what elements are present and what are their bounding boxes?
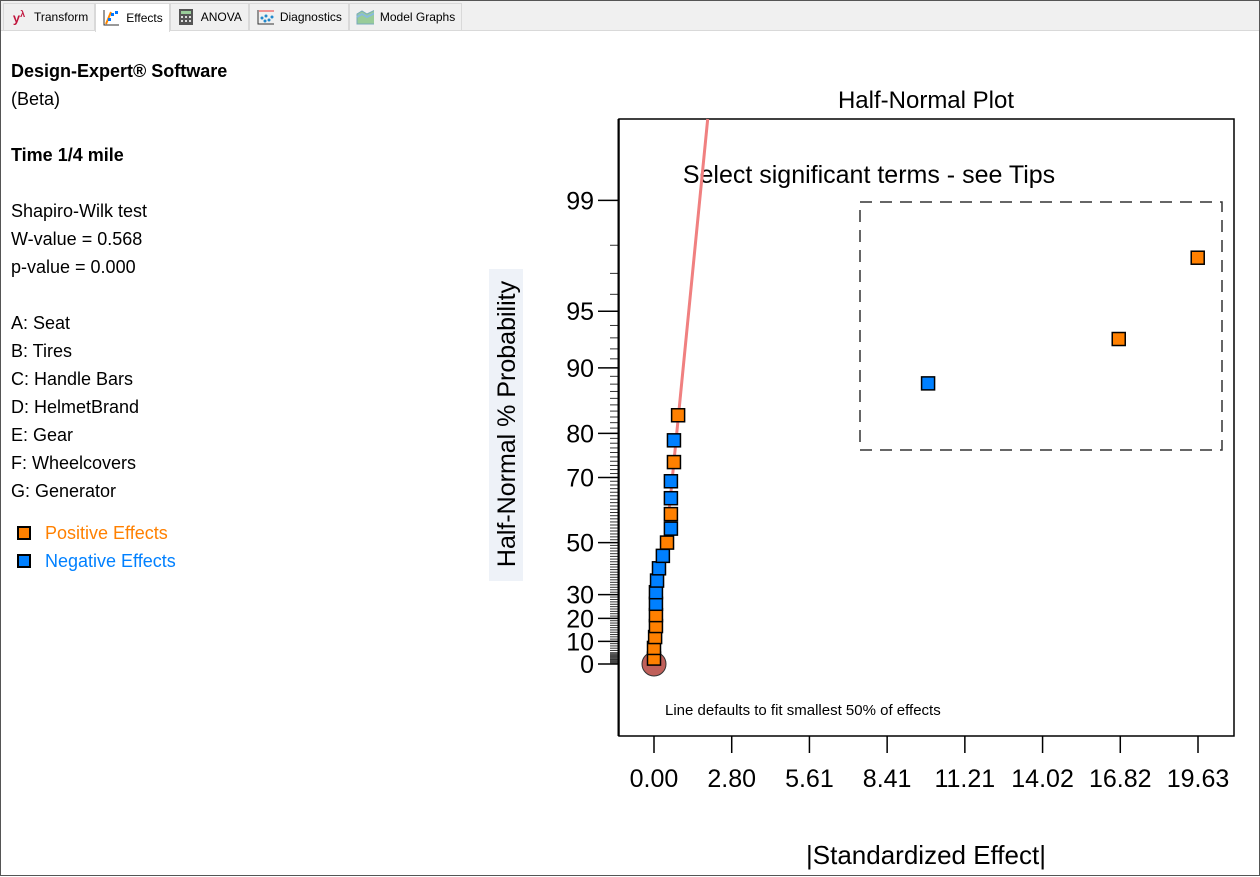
p-value: p-value = 0.000 [11,257,136,277]
diagnostics-icon [256,8,274,26]
effect-point-negative [663,474,679,489]
factor-item: A: Seat [11,313,71,333]
x-tick-label: 0.00 [630,765,679,793]
x-tick-label: 19.63 [1167,765,1230,793]
plot-area [618,118,1235,737]
positive-swatch [17,526,31,540]
y-axis-label: Half-Normal % Probability [493,280,521,567]
tab-anova[interactable]: ANOVA [169,3,249,30]
w-value: W-value = 0.568 [11,229,143,249]
effect-point-positive [666,454,682,470]
y-tick-label: 99 [566,187,594,215]
software-name: Design-Expert® Software [11,61,228,81]
chart-title: Half-Normal Plot [838,87,1014,114]
legend-positive: Positive Effects [11,519,227,547]
factor-item: F: Wheelcovers [11,453,137,473]
effect-point-negative [666,433,682,448]
beta-label: (Beta) [11,89,61,109]
tab-label: Effects [126,11,163,25]
tab-diagnostics[interactable]: Diagnostics [248,3,349,30]
tab-transform[interactable]: yλ Transform [3,3,96,30]
factor-item: E: Gear [11,425,74,445]
factor-item: B: Tires [11,341,73,361]
y-tick-label: 90 [566,355,594,383]
factor-item: D: HelmetBrand [11,397,140,417]
transform-icon: yλ [12,8,26,26]
factor-item: G: Generator [11,481,117,501]
y-tick-label: 80 [566,420,594,448]
x-tick-label: 8.41 [863,765,912,793]
x-tick-label: 11.21 [934,765,995,793]
info-panel: Design-Expert® Software (Beta) Time 1/4 … [11,57,227,575]
tab-label: Diagnostics [279,10,342,24]
effects-icon [102,9,120,27]
instruction-text: Select significant terms - see Tips [683,161,1055,189]
negative-swatch [17,554,31,568]
y-tick-label: 10 [566,628,594,656]
y-tick-label: 20 [566,605,594,633]
test-name: Shapiro-Wilk test [11,201,148,221]
x-tick-label: 2.80 [707,765,756,793]
effect-point-negative [663,521,679,536]
y-tick-label: 30 [566,582,594,610]
legend-positive-label: Positive Effects [45,523,168,543]
effect-point-negative [649,573,665,588]
x-tick-label: 5.61 [785,765,834,793]
factor-item: C: Handle Bars [11,369,134,389]
effect-point-positive [1111,331,1126,347]
selection-box [859,201,1223,451]
response-name: Time 1/4 mile [11,145,124,165]
x-axis-label: |Standardized Effect| [806,840,1046,870]
effect-point-positive [670,408,686,423]
y-tick-label: 0 [580,651,594,679]
calculator-icon [177,8,195,26]
effect-point-negative [663,490,679,506]
legend-negative-label: Negative Effects [45,551,176,571]
tab-label: Model Graphs [379,10,456,24]
effect-point-negative [651,561,667,576]
tab-label: Transform [34,10,89,24]
y-label-background [489,269,523,581]
effect-point-positive [1190,250,1205,265]
y-tick-label: 50 [566,530,594,558]
tab-bar: yλ Transform Effects ANOVA Diagnostics Model … [1,1,1259,32]
effect-point-positive [659,535,675,550]
tab-effects[interactable]: Effects [95,3,170,32]
effect-point-negative [655,548,671,564]
x-tick-label: 16.82 [1089,765,1152,793]
fit-note: Line defaults to fit smallest 50% of eff… [665,702,941,719]
effect-point-positive [663,506,679,522]
y-tick-label: 70 [566,464,594,492]
tab-model-graphs[interactable]: Model Graphs [348,3,463,30]
x-tick-label: 14.02 [1011,765,1074,793]
model-graphs-icon [356,8,374,26]
legend-negative: Negative Effects [11,547,227,575]
effect-point-negative [920,376,936,391]
y-tick-label: 95 [566,298,594,326]
tab-label: ANOVA [200,10,242,24]
